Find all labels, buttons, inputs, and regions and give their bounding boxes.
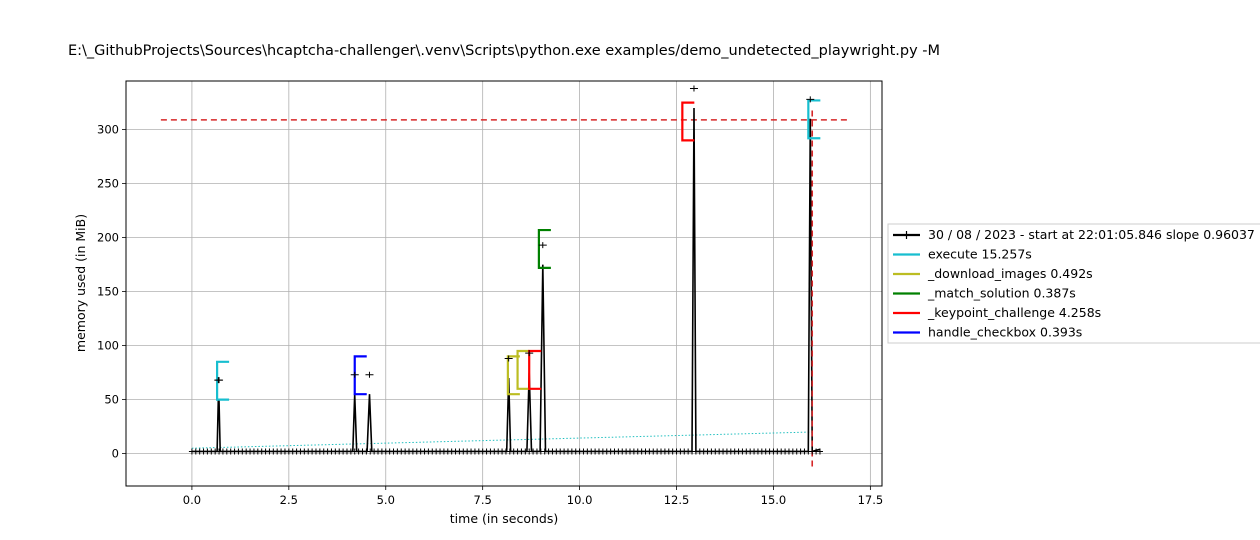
legend-label: 30 / 08 / 2023 - start at 22:01:05.846 s… (928, 227, 1255, 242)
peak-marker (525, 350, 534, 357)
legend-label: _download_images 0.492s (927, 266, 1093, 281)
function-bracket (216, 360, 230, 401)
y-tick-label: 100 (97, 339, 119, 353)
function-bracket (528, 349, 542, 390)
y-tick-label: 200 (97, 231, 119, 245)
peak-marker (806, 96, 815, 103)
x-axis-label: time (in seconds) (450, 511, 558, 526)
function-bracket (807, 99, 821, 140)
legend-label: handle_checkbox 0.393s (928, 325, 1082, 340)
peak-marker (365, 371, 374, 378)
marker-layer (188, 85, 823, 455)
y-tick-label: 300 (97, 123, 119, 137)
function-bracket (537, 228, 551, 269)
x-tick-label: 7.5 (474, 493, 492, 507)
legend-label: _match_solution 0.387s (927, 286, 1076, 301)
peak-marker (689, 85, 698, 92)
peak-marker (504, 355, 513, 362)
chart-title: E:\_GithubProjects\Sources\hcaptcha-chal… (68, 43, 940, 59)
y-tick-label: 150 (97, 285, 119, 299)
x-tick-label: 0.0 (183, 493, 201, 507)
legend: 30 / 08 / 2023 - start at 22:01:05.846 s… (887, 223, 1260, 344)
y-tick-label: 50 (104, 393, 119, 407)
legend-label: _keypoint_challenge 4.258s (927, 305, 1101, 320)
x-tick-label: 10.0 (567, 493, 593, 507)
y-tick-label: 250 (97, 177, 119, 191)
y-axis-label: memory used (in MiB) (73, 214, 88, 352)
plot-area (126, 81, 882, 486)
x-tick-label: 12.5 (664, 493, 690, 507)
y-tick-label: 0 (112, 447, 119, 461)
plot-frame (125, 80, 883, 487)
x-axis-ticks: 0.0 2.5 5.0 7.5 10.0 12.5 15.0 17.5 (183, 486, 883, 507)
function-bracket (506, 355, 520, 396)
function-bracket (681, 101, 695, 142)
peak-marker (215, 377, 224, 384)
x-tick-label: 5.0 (377, 493, 395, 507)
x-tick-label: 17.5 (858, 493, 884, 507)
function-bracket (516, 349, 530, 390)
x-tick-label: 2.5 (280, 493, 298, 507)
legend-box (887, 223, 1260, 344)
sample-marker (816, 448, 823, 455)
peak-marker (538, 242, 547, 249)
x-tick-label: 15.0 (761, 493, 787, 507)
legend-label: execute 15.257s (928, 247, 1032, 262)
y-axis-ticks: 0 50 100 150 200 250 300 (97, 123, 126, 461)
grid-lines (126, 81, 882, 486)
peak-marker (350, 371, 359, 378)
